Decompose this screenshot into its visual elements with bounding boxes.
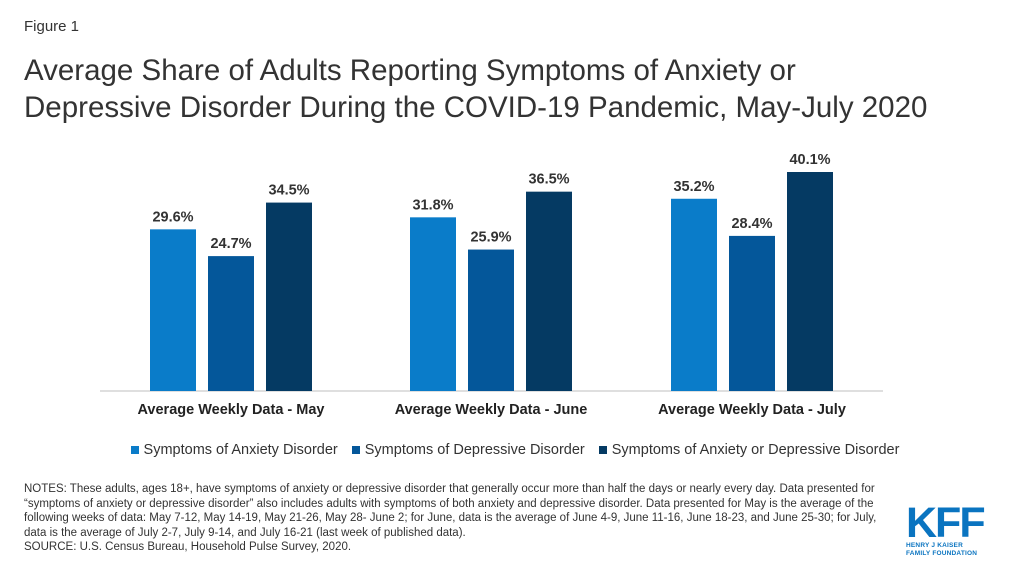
notes-text: NOTES: These adults, ages 18+, have symp…: [24, 483, 877, 539]
bar-either-3: [787, 172, 833, 391]
chart-notes: NOTES: These adults, ages 18+, have symp…: [24, 482, 894, 555]
logo-subtitle-line-1: HENRY J KAISER: [906, 542, 963, 549]
data-label-anxiety-2: 31.8%: [412, 197, 453, 213]
bar-depressive-3: [729, 235, 775, 391]
data-label-depressive-2: 25.9%: [470, 230, 511, 246]
data-label-anxiety-1: 29.6%: [152, 209, 193, 225]
bar-anxiety-1: [150, 229, 196, 391]
legend-label-either: Symptoms of Anxiety or Depressive Disord…: [611, 442, 900, 458]
category-label-1: Average Weekly Data - May: [138, 402, 325, 418]
logo-subtitle-line-2: FAMILY FOUNDATION: [906, 549, 978, 557]
bar-anxiety-3: [671, 198, 717, 391]
figure-label: Figure 1: [24, 18, 80, 35]
source-text: SOURCE: U.S. Census Bureau, Household Pu…: [24, 541, 352, 554]
legend-item-either: Symptoms of Anxiety or Depressive Disord…: [598, 442, 900, 458]
bar-depressive-1: [208, 256, 254, 391]
data-label-either-3: 40.1%: [789, 152, 830, 168]
bar-depressive-2: [468, 249, 514, 391]
legend-swatch-depressive: [351, 446, 360, 454]
chart-legend: Symptoms of Anxiety Disorder Symptoms of…: [100, 442, 930, 458]
chart-title-line-1: Average Share of Adults Reporting Sympto…: [24, 54, 796, 87]
legend-item-anxiety: Symptoms of Anxiety Disorder: [130, 442, 338, 458]
data-label-either-2: 36.5%: [528, 172, 569, 188]
logo-mark: KFF: [906, 499, 986, 547]
category-label-2: Average Weekly Data - June: [395, 402, 588, 418]
category-label-3: Average Weekly Data - July: [658, 402, 846, 418]
kff-logo: KFF HENRY J KAISER FAMILY FOUNDATION: [906, 499, 1000, 557]
bar-either-1: [266, 202, 312, 391]
bar-anxiety-2: [410, 217, 456, 391]
data-label-depressive-1: 24.7%: [210, 236, 251, 252]
legend-swatch-either: [598, 446, 607, 454]
legend-label-anxiety: Symptoms of Anxiety Disorder: [143, 442, 338, 458]
data-label-depressive-3: 28.4%: [731, 216, 772, 232]
bar-either-2: [526, 191, 572, 391]
legend-label-depressive: Symptoms of Depressive Disorder: [364, 442, 585, 458]
legend-swatch-anxiety: [130, 446, 139, 454]
bar-chart: 29.6% 24.7% 34.5% Average Weekly Data - May…: [100, 152, 883, 418]
data-label-anxiety-3: 35.2%: [673, 179, 714, 195]
data-label-either-1: 34.5%: [268, 183, 309, 199]
legend-item-depressive: Symptoms of Depressive Disorder: [351, 442, 585, 458]
chart-title: Average Share of Adults Reporting Sympto…: [24, 52, 999, 126]
chart-title-line-2: Depressive Disorder During the COVID-19 …: [24, 91, 928, 124]
